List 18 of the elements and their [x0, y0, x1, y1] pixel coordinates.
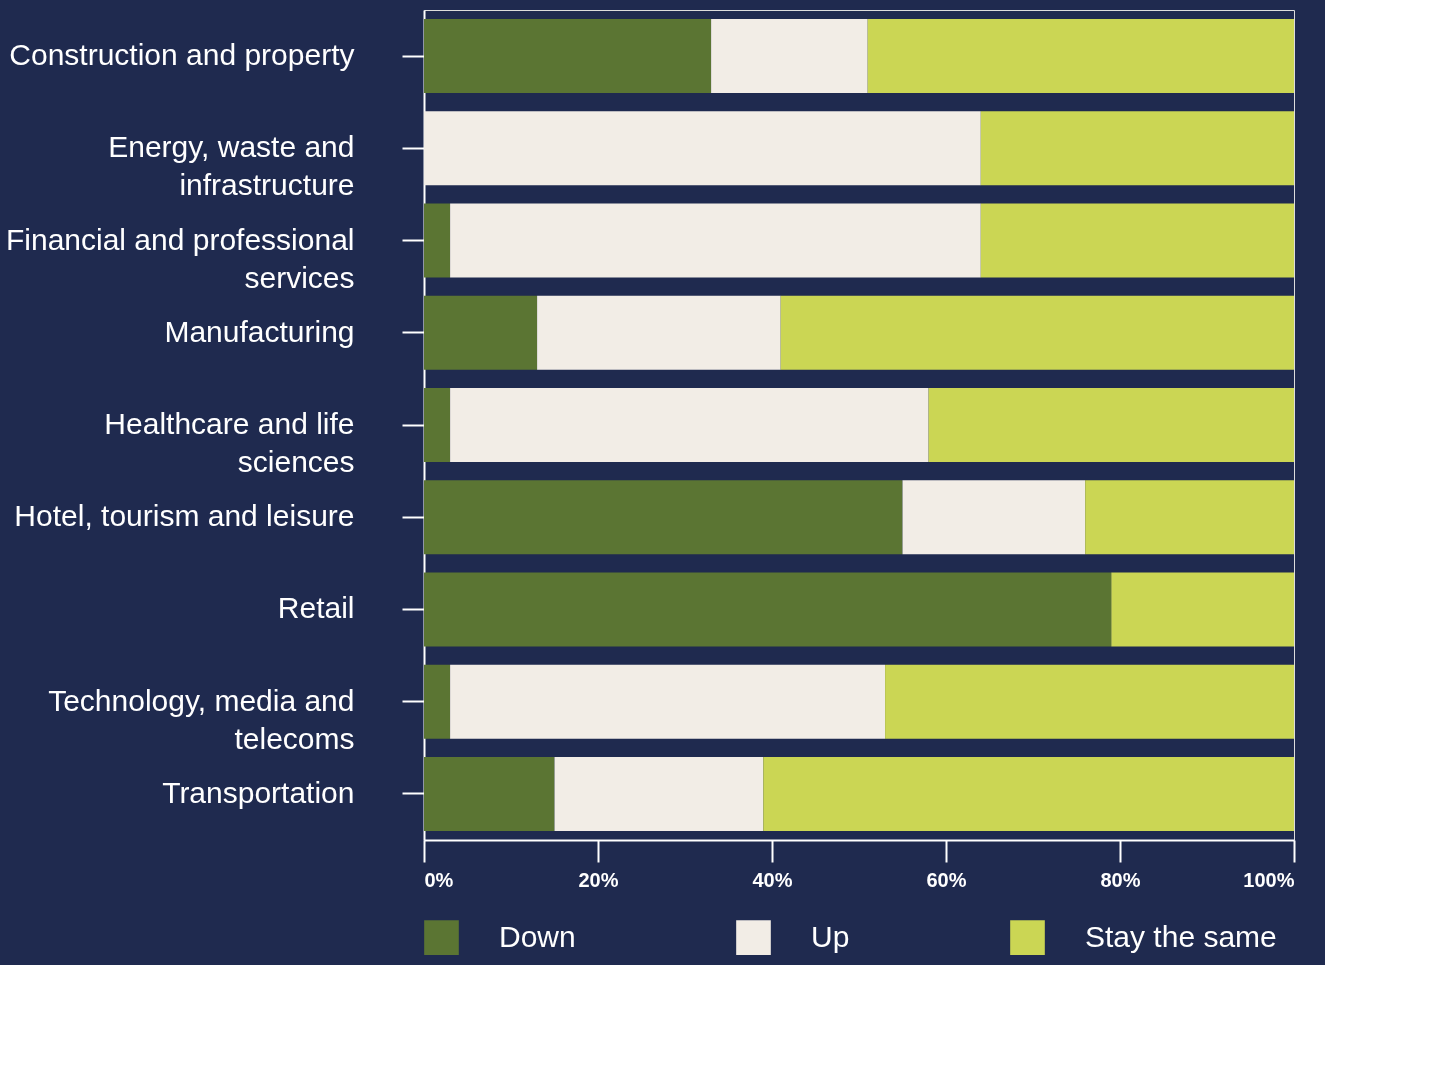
y-tick-label: Healthcare and life sciences — [104, 407, 355, 478]
legend-label: Stay the same — [1085, 919, 1277, 953]
y-tick-label: Energy, waste and infrastructure — [108, 130, 355, 202]
y-tick-label: Manufacturing — [164, 314, 355, 348]
x-tick-label: 40% — [752, 868, 793, 891]
x-tick-label: 100% — [1243, 868, 1295, 891]
y-tick-label: Technology, media and telecoms — [48, 683, 355, 755]
y-tick-label: Transportation — [162, 775, 355, 809]
x-tick-label: 0% — [424, 868, 454, 891]
x-tick-label: 20% — [578, 868, 619, 891]
y-tick-label: Construction and property — [9, 38, 355, 72]
x-tick-label: 80% — [1100, 868, 1141, 891]
legend-label: Down — [499, 919, 576, 953]
y-tick-label: Retail — [277, 591, 355, 625]
y-tick-label: Hotel, tourism and leisure — [14, 499, 355, 533]
x-tick-label: 60% — [926, 868, 967, 891]
legend-label: Up — [811, 919, 850, 953]
y-tick-label: Financial and professional services — [5, 222, 355, 294]
